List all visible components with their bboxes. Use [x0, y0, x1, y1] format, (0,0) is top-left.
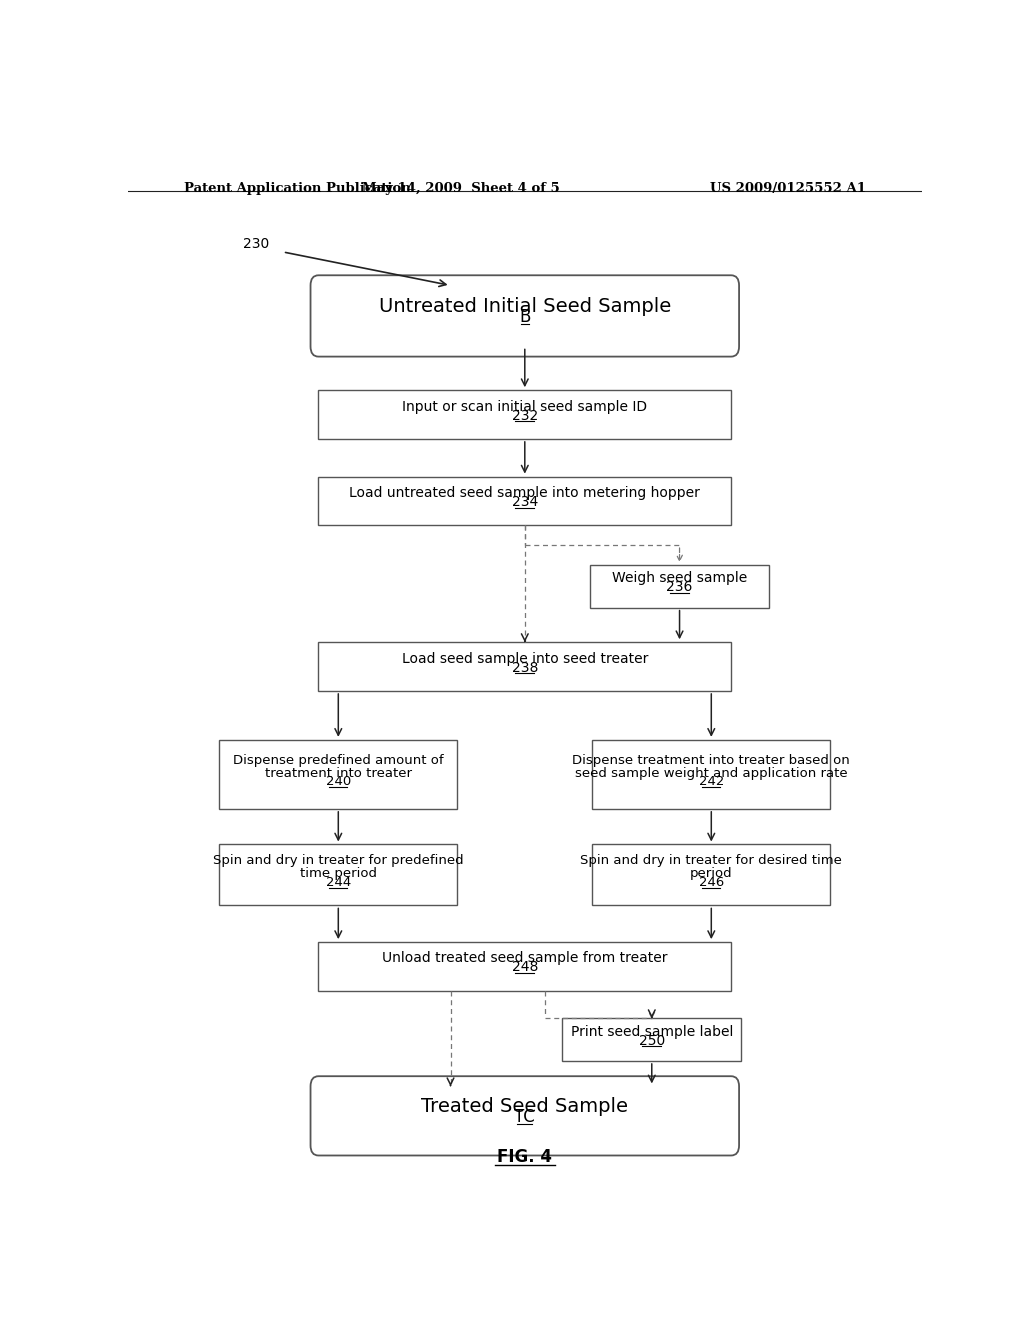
Text: TC: TC: [514, 1107, 536, 1126]
Text: FIG. 4: FIG. 4: [498, 1147, 552, 1166]
Text: time period: time period: [300, 867, 377, 880]
Bar: [562, 1018, 741, 1061]
Text: Load untreated seed sample into metering hopper: Load untreated seed sample into metering…: [349, 486, 700, 500]
Text: 232: 232: [512, 409, 538, 422]
Text: 230: 230: [243, 236, 269, 251]
Text: Weigh seed sample: Weigh seed sample: [612, 572, 748, 585]
Text: 246: 246: [698, 876, 724, 890]
Text: 250: 250: [639, 1034, 665, 1048]
Text: Patent Application Publication: Patent Application Publication: [183, 182, 411, 195]
Bar: [318, 643, 731, 690]
Text: period: period: [690, 867, 732, 880]
Bar: [318, 942, 731, 991]
Text: Untreated Initial Seed Sample: Untreated Initial Seed Sample: [379, 297, 671, 315]
Text: 238: 238: [512, 660, 538, 675]
Text: Dispense predefined amount of: Dispense predefined amount of: [233, 754, 443, 767]
Bar: [318, 391, 731, 440]
Text: treatment into treater: treatment into treater: [265, 767, 412, 780]
Bar: [318, 477, 731, 525]
Bar: [219, 739, 458, 809]
Text: US 2009/0125552 A1: US 2009/0125552 A1: [710, 182, 866, 195]
Text: 236: 236: [667, 581, 693, 594]
Text: Unload treated seed sample from treater: Unload treated seed sample from treater: [382, 952, 668, 965]
FancyBboxPatch shape: [310, 276, 739, 356]
Text: Print seed sample label: Print seed sample label: [570, 1024, 733, 1039]
Text: Input or scan initial seed sample ID: Input or scan initial seed sample ID: [402, 400, 647, 413]
Text: 248: 248: [512, 961, 538, 974]
Text: 234: 234: [512, 495, 538, 510]
Text: Spin and dry in treater for predefined: Spin and dry in treater for predefined: [213, 854, 464, 867]
FancyBboxPatch shape: [310, 1076, 739, 1155]
Text: Load seed sample into seed treater: Load seed sample into seed treater: [401, 652, 648, 665]
Text: 242: 242: [698, 775, 724, 788]
Text: May 14, 2009  Sheet 4 of 5: May 14, 2009 Sheet 4 of 5: [362, 182, 560, 195]
Text: 244: 244: [326, 876, 351, 890]
Bar: [219, 845, 458, 906]
Text: Treated Seed Sample: Treated Seed Sample: [421, 1097, 629, 1115]
Text: 240: 240: [326, 775, 351, 788]
Bar: [592, 845, 830, 906]
Bar: [592, 739, 830, 809]
Text: Dispense treatment into treater based on: Dispense treatment into treater based on: [572, 754, 850, 767]
Bar: [590, 565, 769, 607]
Text: Spin and dry in treater for desired time: Spin and dry in treater for desired time: [581, 854, 842, 867]
Text: seed sample weight and application rate: seed sample weight and application rate: [575, 767, 848, 780]
Text: B: B: [519, 308, 530, 326]
